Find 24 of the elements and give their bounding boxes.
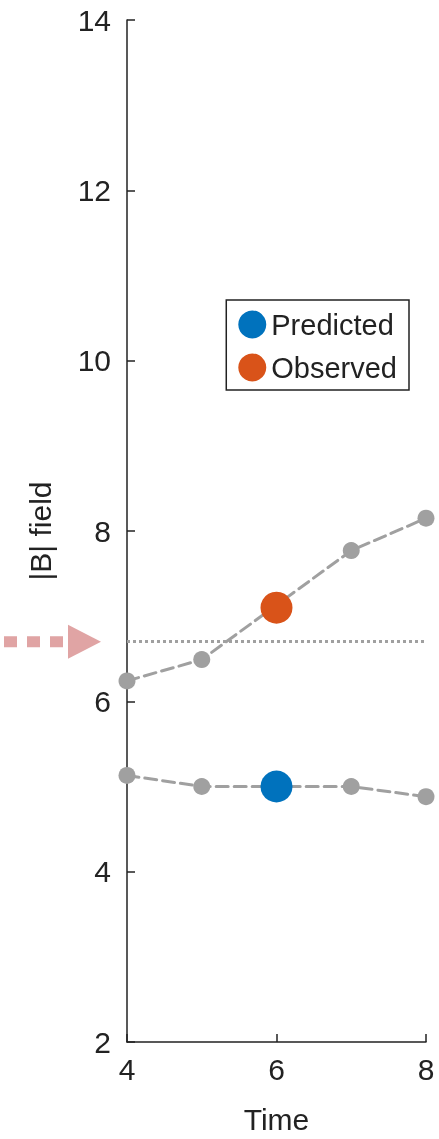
point bbox=[342, 778, 360, 795]
x-tick-label: 6 bbox=[268, 1052, 285, 1086]
y-tick-label: 4 bbox=[94, 855, 111, 889]
y-tick-label: 6 bbox=[94, 684, 111, 718]
point bbox=[417, 509, 435, 527]
legend-label: Predicted bbox=[271, 308, 394, 341]
point bbox=[260, 770, 293, 803]
y-tick-label: 14 bbox=[77, 3, 111, 37]
point bbox=[342, 542, 360, 560]
x-axis-title: Time bbox=[243, 1102, 310, 1136]
y-tick-label: 8 bbox=[94, 514, 111, 548]
y-axis-title: |B| field bbox=[23, 481, 57, 581]
point bbox=[193, 651, 211, 669]
y-tick-label: 2 bbox=[94, 1025, 111, 1059]
x-tick-label: 8 bbox=[417, 1052, 435, 1086]
point bbox=[193, 778, 211, 795]
point bbox=[417, 788, 435, 806]
point bbox=[260, 591, 293, 624]
point bbox=[118, 672, 136, 690]
y-tick-label: 12 bbox=[77, 173, 111, 207]
y-tick-label: 10 bbox=[77, 344, 111, 378]
x-tick-label: 4 bbox=[118, 1052, 136, 1086]
legend-label: Observed bbox=[271, 351, 398, 384]
point bbox=[118, 766, 136, 784]
